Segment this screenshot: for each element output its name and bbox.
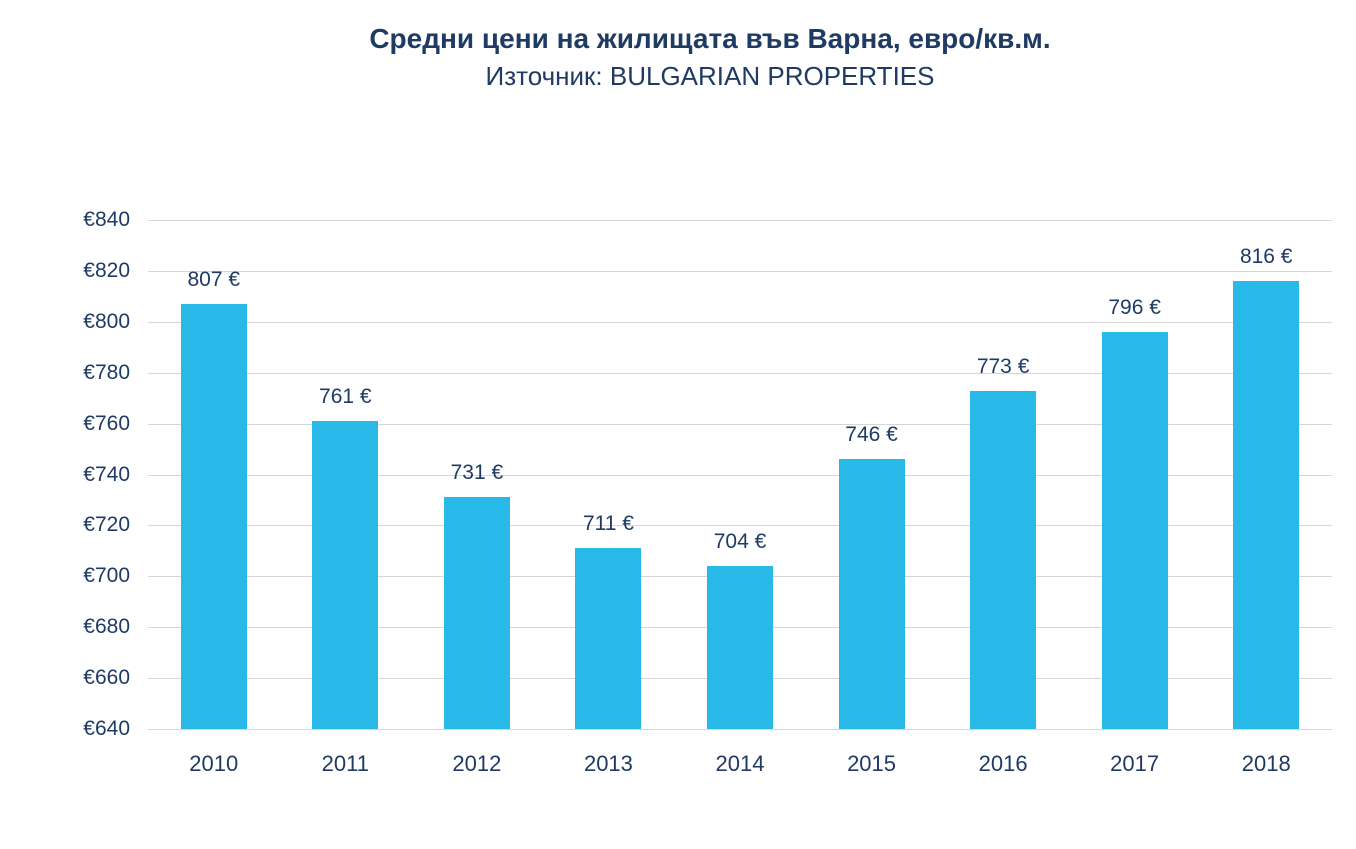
y-axis-tick-label: €800	[83, 309, 130, 333]
gridline	[148, 220, 1332, 221]
bar-value-label: 731 €	[450, 461, 504, 485]
y-axis-tick-label: €760	[83, 411, 130, 435]
bar-value-label: 773 €	[976, 354, 1030, 378]
bar-value-label: 796 €	[1108, 295, 1161, 319]
x-axis-tick-label: 2012	[452, 751, 502, 776]
bar-2012	[443, 497, 510, 729]
y-axis-tick-label: €700	[83, 564, 130, 588]
x-axis-tick-label: 2016	[978, 751, 1028, 776]
y-axis-tick-label: €780	[83, 360, 130, 384]
x-axis-tick-label: 2017	[1110, 751, 1160, 776]
gridline	[148, 372, 1332, 374]
x-axis-tick-label: 2013	[583, 751, 633, 776]
bar-2018	[1233, 281, 1300, 729]
bar-2013	[575, 548, 642, 729]
bar-2015	[838, 459, 905, 729]
bar-2016	[970, 390, 1037, 729]
x-axis-tick-label: 2011	[321, 751, 369, 776]
bar-2017	[1101, 331, 1168, 729]
bar-value-label: 816 €	[1239, 245, 1293, 269]
gridline	[148, 525, 1332, 527]
gridline	[148, 321, 1332, 323]
x-axis-tick-label: 2015	[847, 751, 897, 776]
bar-value-label: 711 €	[582, 512, 634, 536]
bar-value-label: 761 €	[319, 385, 372, 409]
x-axis-tick-label: 2014	[715, 751, 765, 776]
bar-2011	[312, 421, 379, 729]
plot-area: €640 €660 €680 €700 €720 €740 €760 €780 €800 €820…	[83, 208, 1332, 776]
y-axis-tick-label: €640	[83, 717, 130, 740]
bar-value-label: 746 €	[845, 423, 898, 447]
gridline	[148, 423, 1332, 425]
y-axis-tick-label: €840	[83, 208, 130, 231]
bar-2010	[180, 303, 247, 729]
x-axis-tick-label: 2018	[1241, 751, 1291, 776]
y-axis-tick-label: €660	[83, 666, 130, 690]
bar-value-label: 704 €	[713, 530, 767, 554]
chart-subtitle: Източник: BULGARIAN PROPERTIES	[485, 60, 935, 91]
y-axis-tick-label: €720	[83, 513, 130, 537]
y-axis-tick-label: €680	[83, 615, 130, 639]
gridline	[148, 729, 1332, 730]
x-axis-tick-label: 2010	[189, 751, 239, 776]
gridline	[148, 474, 1332, 476]
gridline	[148, 270, 1332, 272]
chart-header: Средни цени на жилищата във Варна, евро/…	[64, 20, 1356, 94]
y-axis-tick-label: €820	[83, 258, 130, 282]
bar-2014	[707, 566, 773, 729]
y-axis-tick-label: €740	[83, 462, 130, 486]
chart-title: Средни цени на жилищата във Варна, евро/…	[369, 23, 1051, 54]
bar-value-label: 807 €	[187, 267, 241, 291]
